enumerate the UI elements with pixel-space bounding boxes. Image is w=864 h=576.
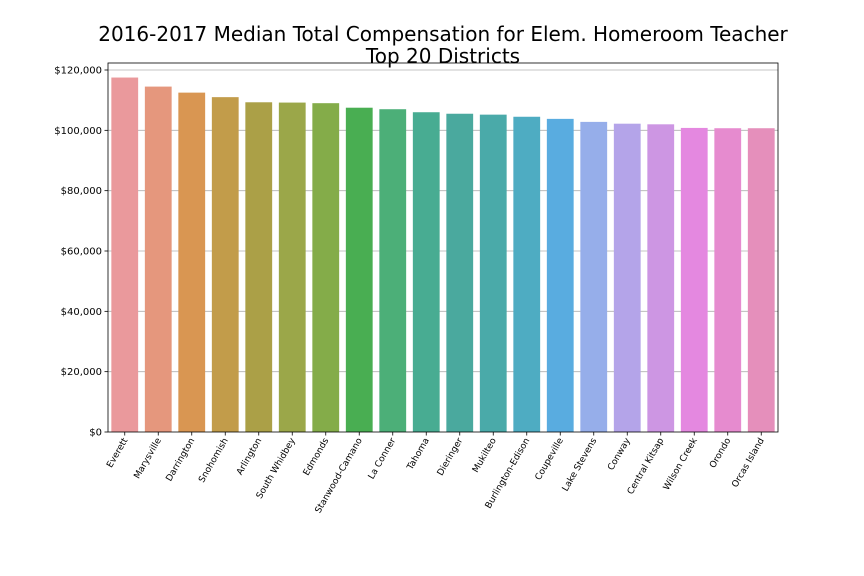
- bar-conway: [613, 123, 641, 433]
- bar-coupeville: [546, 118, 574, 433]
- bar-darrington: [178, 92, 206, 432]
- bar-arlington: [245, 102, 273, 433]
- x-tick-labels: Everett Marysville Darrington Snohomish Arli…: [105, 436, 766, 515]
- chart-title: 2016-2017 Median Total Compensation for …: [98, 22, 788, 46]
- x-tick-label: Conway: [606, 436, 633, 472]
- y-tick-label: $100,000: [54, 126, 102, 137]
- y-tick-label: $40,000: [61, 307, 102, 318]
- x-tick-label: Mukilteo: [471, 436, 499, 475]
- bar-orcas-island: [747, 128, 775, 432]
- x-tick-label: Dieringer: [436, 436, 466, 477]
- bar-mukilteo: [479, 114, 507, 432]
- bar-edmonds: [312, 103, 340, 432]
- y-tick-label: $0: [89, 428, 102, 439]
- bars: [111, 77, 775, 433]
- x-tick-label: Darrington: [165, 437, 198, 484]
- y-tick-label: $20,000: [61, 367, 102, 378]
- bar-marysville: [144, 86, 172, 432]
- x-tick-label: Central Kitsap: [626, 436, 667, 496]
- x-tick-label: Orcas Island: [730, 437, 766, 490]
- x-tick-label: Arlington: [235, 437, 264, 478]
- x-tick-label: Orondo: [708, 436, 733, 470]
- bar-central-kitsap: [647, 124, 675, 433]
- bar-snohomish: [211, 97, 239, 433]
- x-tick-label: Lake Stevens: [561, 436, 600, 493]
- bar-everett: [111, 77, 139, 433]
- axes: [104, 62, 779, 436]
- x-tick-label: Snohomish: [197, 437, 231, 485]
- bar-la-conner: [379, 109, 407, 432]
- x-tick-label: Wilson Creek: [662, 436, 700, 492]
- bar-orondo: [714, 128, 742, 432]
- bar-stanwood-camano: [345, 107, 373, 432]
- y-tick-labels: $0 $20,000 $40,000 $60,000 $80,000 $100,000 $1…: [54, 66, 102, 439]
- gridlines: [108, 69, 778, 373]
- x-tick-label: Marysville: [133, 436, 165, 481]
- x-tick-label: Edmonds: [302, 436, 332, 477]
- bar-burlington-edison: [513, 116, 541, 432]
- y-tick-label: $80,000: [61, 186, 102, 197]
- plot-frame: [107, 62, 779, 433]
- y-tick-label: $120,000: [54, 66, 102, 77]
- chart-subtitle: Top 20 Districts: [365, 44, 520, 68]
- x-tick-label: La Conner: [367, 436, 399, 481]
- bar-tahoma: [412, 112, 440, 432]
- bar-wilson-creek: [680, 127, 708, 433]
- x-tick-label: Everett: [105, 436, 130, 470]
- bar-lake-stevens: [580, 121, 608, 433]
- x-tick-label: Coupeville: [534, 436, 566, 482]
- x-tick-label: Tahoma: [405, 437, 432, 473]
- y-tick-label: $60,000: [61, 247, 102, 258]
- bar-dieringer: [446, 113, 474, 432]
- bar-south-whidbey: [278, 102, 306, 432]
